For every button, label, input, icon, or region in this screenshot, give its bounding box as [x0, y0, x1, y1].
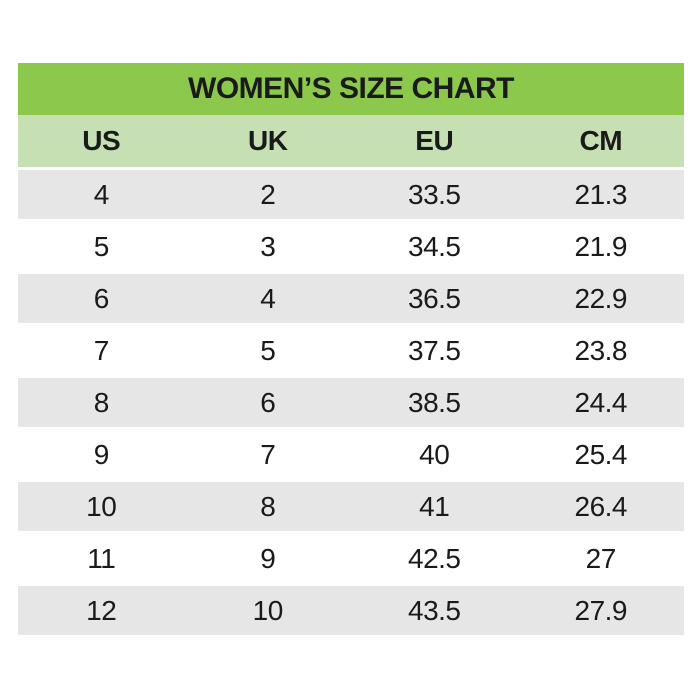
- table-row: 8 6 38.5 24.4: [18, 375, 684, 427]
- table-row: 9 7 40 25.4: [18, 427, 684, 479]
- cell-uk: 5: [184, 323, 351, 375]
- cell-us: 12: [18, 583, 185, 635]
- cell-uk: 8: [184, 479, 351, 531]
- cell-cm: 21.3: [517, 167, 684, 219]
- cell-eu: 41: [351, 479, 518, 531]
- cell-us: 11: [18, 531, 185, 583]
- cell-cm: 23.8: [517, 323, 684, 375]
- cell-us: 6: [18, 271, 185, 323]
- cell-us: 4: [18, 167, 185, 219]
- column-header-eu: EU: [351, 115, 518, 167]
- cell-uk: 7: [184, 427, 351, 479]
- chart-title: WOMEN’S SIZE CHART: [18, 63, 684, 115]
- cell-uk: 3: [184, 219, 351, 271]
- table-row: 6 4 36.5 22.9: [18, 271, 684, 323]
- cell-cm: 27: [517, 531, 684, 583]
- table-row: 10 8 41 26.4: [18, 479, 684, 531]
- cell-eu: 36.5: [351, 271, 518, 323]
- cell-uk: 4: [184, 271, 351, 323]
- cell-eu: 40: [351, 427, 518, 479]
- cell-uk: 9: [184, 531, 351, 583]
- cell-cm: 24.4: [517, 375, 684, 427]
- cell-cm: 21.9: [517, 219, 684, 271]
- cell-us: 5: [18, 219, 185, 271]
- table-row: 11 9 42.5 27: [18, 531, 684, 583]
- cell-eu: 33.5: [351, 167, 518, 219]
- cell-us: 10: [18, 479, 185, 531]
- cell-us: 8: [18, 375, 185, 427]
- cell-eu: 43.5: [351, 583, 518, 635]
- cell-cm: 25.4: [517, 427, 684, 479]
- cell-cm: 22.9: [517, 271, 684, 323]
- table-row: 4 2 33.5 21.3: [18, 167, 684, 219]
- column-header-uk: UK: [184, 115, 351, 167]
- column-header-us: US: [18, 115, 185, 167]
- cell-us: 9: [18, 427, 185, 479]
- cell-cm: 27.9: [517, 583, 684, 635]
- cell-cm: 26.4: [517, 479, 684, 531]
- cell-uk: 10: [184, 583, 351, 635]
- table-row: 5 3 34.5 21.9: [18, 219, 684, 271]
- cell-eu: 38.5: [351, 375, 518, 427]
- cell-eu: 42.5: [351, 531, 518, 583]
- column-header-row: US UK EU CM: [18, 115, 684, 167]
- column-header-cm: CM: [517, 115, 684, 167]
- title-row: WOMEN’S SIZE CHART: [18, 63, 684, 115]
- cell-eu: 34.5: [351, 219, 518, 271]
- cell-uk: 2: [184, 167, 351, 219]
- cell-uk: 6: [184, 375, 351, 427]
- cell-eu: 37.5: [351, 323, 518, 375]
- size-chart-table: WOMEN’S SIZE CHART US UK EU CM 4 2 33.5 …: [18, 63, 684, 635]
- cell-us: 7: [18, 323, 185, 375]
- table-row: 12 10 43.5 27.9: [18, 583, 684, 635]
- table-row: 7 5 37.5 23.8: [18, 323, 684, 375]
